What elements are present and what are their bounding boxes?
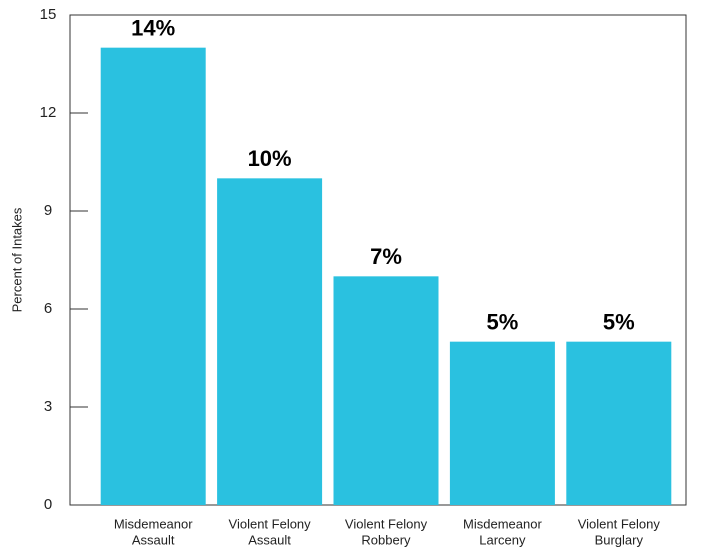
bar: [100, 47, 206, 506]
y-tick-label: 15: [40, 6, 57, 23]
x-tick-label: Misdemeanor: [114, 516, 193, 531]
value-label: 10%: [248, 146, 292, 171]
bar: [449, 341, 555, 505]
x-tick-label: Misdemeanor: [463, 516, 542, 531]
x-tick-label: Violent Felony: [345, 516, 428, 531]
value-label: 14%: [131, 15, 175, 40]
y-tick-label: 12: [40, 104, 57, 121]
y-axis-label: Percent of Intakes: [9, 207, 24, 312]
bar: [333, 276, 439, 505]
x-tick-label: Robbery: [361, 532, 411, 547]
bar: [566, 341, 672, 505]
y-tick-label: 3: [44, 398, 52, 415]
x-tick-label: Violent Felony: [578, 516, 661, 531]
value-label: 5%: [603, 309, 635, 334]
value-label: 7%: [370, 244, 402, 269]
y-tick-label: 9: [44, 202, 52, 219]
x-tick-label: Larceny: [479, 532, 526, 547]
value-label: 5%: [487, 309, 519, 334]
y-tick-label: 0: [44, 496, 52, 513]
x-tick-label: Violent Felony: [229, 516, 312, 531]
y-tick-label: 6: [44, 300, 52, 317]
x-tick-label: Assault: [248, 532, 291, 547]
x-tick-label: Burglary: [595, 532, 644, 547]
x-tick-label: Assault: [132, 532, 175, 547]
bar: [217, 178, 323, 506]
